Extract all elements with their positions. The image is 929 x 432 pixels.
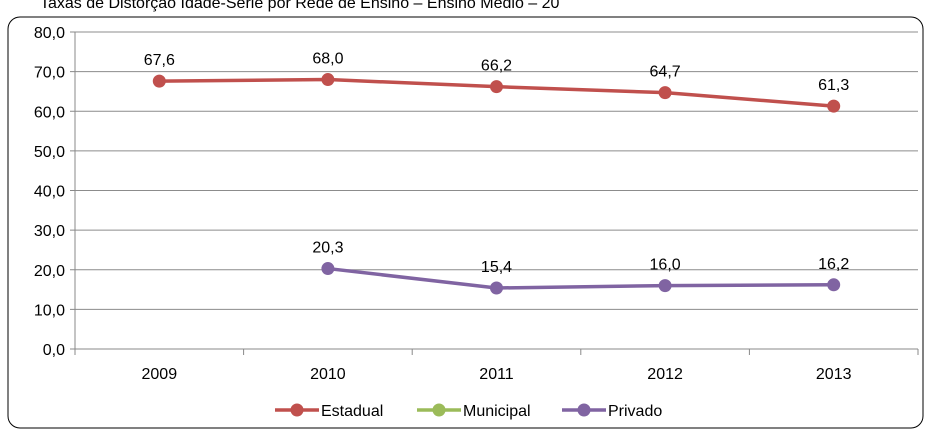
data-label: 61,3 [818,77,849,94]
legend-label: Municipal [463,403,531,420]
y-tick-label: 0,0 [43,342,65,359]
data-label: 67,6 [144,52,175,69]
y-tick-label: 60,0 [34,104,65,121]
data-point [490,281,503,295]
y-tick-label: 30,0 [34,223,65,240]
data-label: 64,7 [650,64,681,81]
series-line [327,266,834,290]
x-tick-label: 2011 [479,366,514,383]
y-tick-label: 40,0 [34,184,65,201]
data-point [490,80,503,94]
data-point [321,73,335,87]
data-point [827,278,841,292]
y-tick-label: 20,0 [34,263,65,280]
y-tick-label: 50,0 [34,144,65,161]
x-tick-label: 2013 [816,366,852,383]
x-tick-label: 2010 [310,366,346,383]
data-point [658,279,672,293]
data-label: 16,2 [818,256,849,273]
data-label: 15,4 [481,259,512,276]
y-tick-label: 80,0 [34,25,65,42]
chart-title: Taxas de Distorção Idade-Série por Rede … [40,0,560,12]
data-label: 68,0 [312,51,343,68]
legend-marker [577,403,591,417]
legend-marker [432,403,446,417]
y-tick-label: 70,0 [34,65,65,82]
data-point [827,99,841,113]
legend-label: Estadual [321,403,383,420]
x-tick-label: 2009 [142,366,178,383]
y-tick-label: 10,0 [34,302,65,319]
x-tick-label: 2012 [647,366,683,383]
legend-label: Privado [608,403,662,420]
data-label: 16,0 [650,257,681,274]
legend-marker [290,403,304,417]
chart-frame [7,16,924,429]
data-point [658,86,672,100]
data-label: 20,3 [312,240,343,257]
data-point [152,74,166,88]
data-label: 66,2 [481,58,512,75]
data-point [321,262,335,276]
